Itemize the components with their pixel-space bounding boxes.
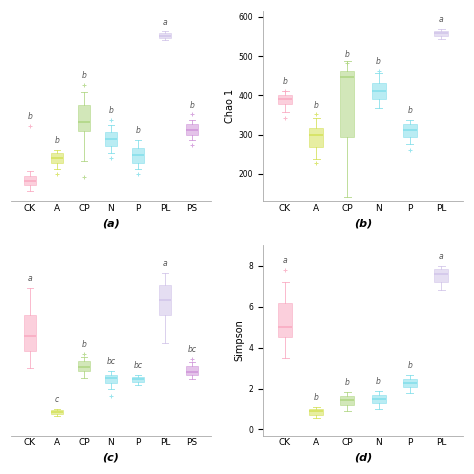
X-axis label: (d): (d) xyxy=(354,453,372,463)
Text: b: b xyxy=(82,340,86,349)
Text: b: b xyxy=(190,100,194,109)
PathPatch shape xyxy=(403,379,417,387)
Text: b: b xyxy=(408,106,412,115)
PathPatch shape xyxy=(434,269,448,282)
Y-axis label: Simpson: Simpson xyxy=(235,319,245,361)
PathPatch shape xyxy=(24,315,36,351)
Text: b: b xyxy=(345,49,350,58)
PathPatch shape xyxy=(159,33,171,38)
Text: b: b xyxy=(283,77,287,86)
PathPatch shape xyxy=(78,361,90,371)
PathPatch shape xyxy=(105,132,117,146)
PathPatch shape xyxy=(434,31,448,36)
PathPatch shape xyxy=(372,83,386,99)
PathPatch shape xyxy=(24,176,36,185)
PathPatch shape xyxy=(51,153,63,163)
X-axis label: (b): (b) xyxy=(354,219,372,228)
Text: b: b xyxy=(408,361,412,370)
PathPatch shape xyxy=(186,124,198,135)
Text: a: a xyxy=(439,252,443,261)
PathPatch shape xyxy=(309,409,323,415)
Text: b: b xyxy=(376,377,381,386)
Text: c: c xyxy=(55,395,59,404)
Y-axis label: Chao 1: Chao 1 xyxy=(225,89,235,123)
PathPatch shape xyxy=(372,395,386,403)
PathPatch shape xyxy=(132,377,144,383)
X-axis label: (c): (c) xyxy=(102,453,119,463)
Text: b: b xyxy=(345,378,350,387)
PathPatch shape xyxy=(186,366,198,374)
PathPatch shape xyxy=(309,128,323,147)
PathPatch shape xyxy=(340,71,355,137)
Text: bc: bc xyxy=(133,361,143,370)
PathPatch shape xyxy=(278,302,292,337)
Text: bc: bc xyxy=(106,357,116,366)
Text: bc: bc xyxy=(187,345,196,354)
PathPatch shape xyxy=(78,105,90,131)
PathPatch shape xyxy=(105,374,117,383)
Text: a: a xyxy=(163,18,167,27)
Text: b: b xyxy=(82,71,86,80)
Text: b: b xyxy=(136,126,140,135)
Text: b: b xyxy=(376,57,381,66)
PathPatch shape xyxy=(159,285,171,315)
X-axis label: (a): (a) xyxy=(102,219,120,228)
Text: b: b xyxy=(314,100,319,109)
Text: b: b xyxy=(55,136,59,145)
PathPatch shape xyxy=(278,95,292,104)
Text: b: b xyxy=(27,112,32,121)
PathPatch shape xyxy=(51,410,63,414)
Text: a: a xyxy=(439,15,443,24)
PathPatch shape xyxy=(340,396,355,405)
Text: b: b xyxy=(314,393,319,402)
Text: a: a xyxy=(27,274,32,283)
PathPatch shape xyxy=(403,125,417,137)
PathPatch shape xyxy=(132,148,144,163)
Text: a: a xyxy=(283,256,287,265)
Text: a: a xyxy=(163,259,167,268)
Text: b: b xyxy=(109,106,113,115)
